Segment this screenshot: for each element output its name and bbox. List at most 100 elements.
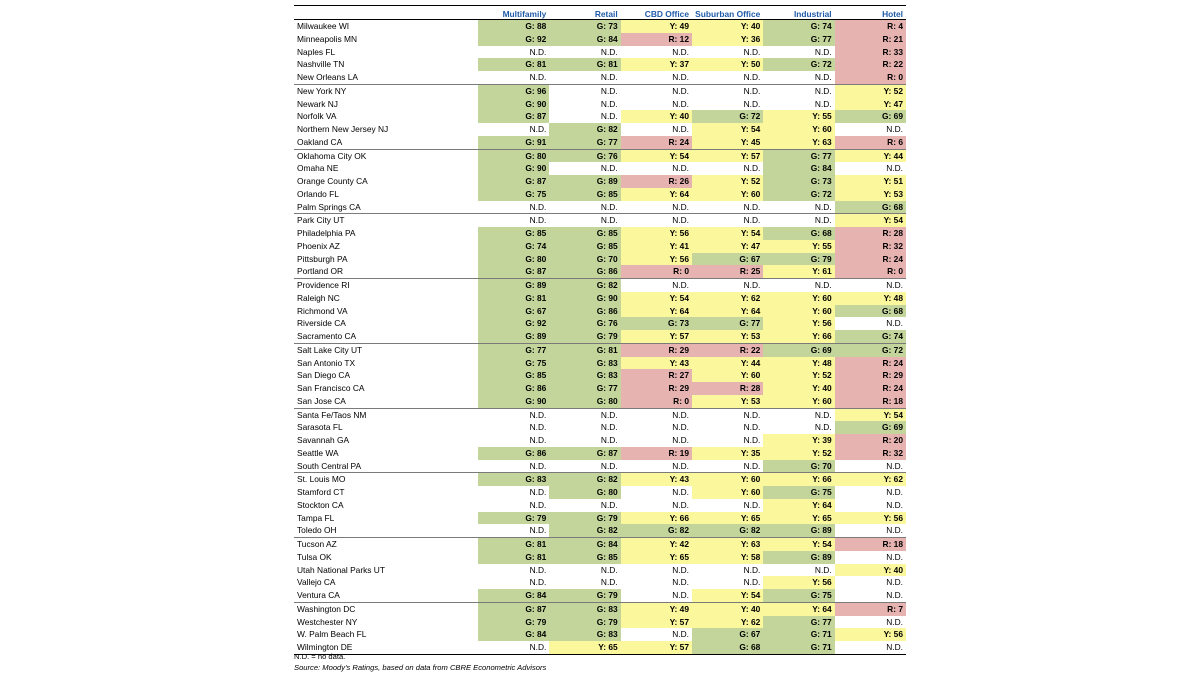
multifamily-score-cell: G: 80 — [478, 148, 550, 163]
industrial-score-cell: N.D. — [814, 72, 832, 82]
multifamily-score-cell: G: 88 — [478, 19, 550, 33]
industrial-score-cell: G: 71 — [763, 641, 835, 655]
hotel-score-cell: N.D. — [886, 551, 903, 562]
suburban-office-score-cell: G: 82 — [691, 524, 764, 538]
hotel-score-cell: G: 68 — [834, 304, 906, 318]
hotel-score-cell: R: 20 — [834, 434, 906, 447]
industrial-score-cell: G: 84 — [763, 162, 835, 175]
cbd-office-score-cell: N.D. — [672, 163, 689, 174]
header-cbd-office: CBD Office — [620, 5, 692, 20]
hotel-score-cell: R: 28 — [834, 227, 906, 240]
cbd-office-score-cell: G: 82 — [620, 524, 692, 538]
table-row: Orange County CA G: 87 G: 89 R: 26 Y: 52 G: 7… — [294, 175, 906, 188]
table-row: Park City UT N.D. N.D. N.D. N.D. N.D. Y: 54 — [294, 213, 906, 227]
hotel-score-cell: Y: 54 — [834, 407, 906, 422]
industrial-score-cell: Y: 60 — [763, 394, 835, 408]
table-row: Raleigh NC G: 81 G: 90 Y: 54 Y: 62 Y: 60 Y: 48 — [294, 291, 906, 305]
retail-score-cell: G: 81 — [549, 342, 621, 357]
suburban-office-score-cell: Y: 47 — [691, 239, 764, 253]
retail-score-cell: G: 83 — [549, 356, 621, 370]
multifamily-score-cell: G: 87 — [478, 110, 550, 123]
retail-score-cell: G: 83 — [549, 369, 621, 382]
city-cell: Washington DC — [294, 601, 478, 616]
multifamily-score-cell: G: 92 — [478, 32, 550, 46]
hotel-score-cell: Y: 51 — [834, 175, 906, 188]
suburban-office-score-cell: N.D. — [743, 422, 761, 433]
multifamily-score-cell: G: 90 — [478, 97, 550, 111]
suburban-office-score-cell: N.D. — [743, 72, 761, 82]
multifamily-score-cell: G: 84 — [478, 589, 550, 603]
multifamily-score-cell: N.D. — [529, 46, 547, 57]
table-row: Palm Springs CA N.D. N.D. N.D. N.D. N.D. G: 68 — [294, 200, 906, 214]
table-row: Orlando FL G: 75 G: 85 Y: 64 Y: 60 G: 72 Y: 53 — [294, 187, 906, 201]
multifamily-score-cell: G: 81 — [478, 291, 550, 305]
city-cell: Sarasota FL — [297, 422, 343, 433]
hotel-score-cell: Y: 47 — [834, 97, 906, 111]
retail-score-cell: N.D. — [600, 46, 618, 57]
hotel-score-cell: R: 21 — [834, 32, 906, 46]
cbd-office-score-cell: R: 26 — [620, 175, 692, 188]
retail-score-cell: N.D. — [600, 577, 618, 588]
retail-score-cell: G: 73 — [549, 19, 621, 33]
multifamily-score-cell: G: 86 — [478, 446, 550, 460]
city-cell: W. Palm Beach FL — [297, 629, 367, 640]
cbd-office-score-cell: N.D. — [672, 201, 689, 212]
table-row: Sarasota FL N.D. N.D. N.D. N.D. N.D. G: 69 — [294, 421, 906, 434]
cbd-office-score-cell: Y: 54 — [620, 291, 692, 305]
retail-score-cell: G: 82 — [549, 123, 621, 136]
suburban-office-score-cell: Y: 35 — [691, 446, 764, 460]
multifamily-score-cell: N.D. — [529, 422, 547, 433]
nd-note: N.D. = no data. — [294, 652, 346, 661]
table-row: San Jose CA G: 90 G: 80 R: 0 Y: 53 Y: 60 R: 18 — [294, 394, 906, 408]
table-row: South Central PA N.D. N.D. N.D. N.D. G: 70 N.D… — [294, 459, 906, 473]
city-cell: Tampa FL — [297, 512, 335, 523]
retail-score-cell: N.D. — [600, 72, 618, 82]
suburban-office-score-cell: G: 67 — [691, 628, 764, 641]
city-cell: Tucson AZ — [294, 536, 478, 551]
suburban-office-score-cell: G: 72 — [691, 110, 764, 123]
retail-score-cell: G: 80 — [549, 394, 621, 408]
hotel-score-cell: G: 68 — [834, 200, 906, 214]
cbd-office-score-cell: R: 19 — [620, 446, 692, 460]
hotel-score-cell: Y: 44 — [834, 148, 906, 163]
hotel-score-cell: G: 72 — [834, 342, 906, 357]
industrial-score-cell: N.D. — [763, 83, 835, 98]
retail-score-cell: N.D. — [600, 201, 618, 212]
suburban-office-score-cell: Y: 40 — [691, 601, 764, 616]
industrial-score-cell: N.D. — [763, 407, 835, 422]
cbd-office-score-cell: G: 73 — [620, 317, 692, 330]
hotel-score-cell: Y: 48 — [834, 291, 906, 305]
cbd-office-score-cell: Y: 49 — [620, 601, 692, 616]
suburban-office-score-cell: Y: 45 — [691, 135, 764, 149]
suburban-office-score-cell: Y: 60 — [691, 369, 764, 382]
city-cell: Salt Lake City UT — [294, 342, 478, 357]
table-body: Milwaukee WI G: 88 G: 73 Y: 49 Y: 40 G: 74 R: … — [294, 19, 906, 655]
suburban-office-score-cell: N.D. — [743, 499, 761, 510]
industrial-score-cell: N.D. — [814, 201, 832, 212]
multifamily-score-cell: G: 90 — [478, 394, 550, 408]
city-cell: South Central PA — [297, 460, 362, 471]
table-row: Pittsburgh PA G: 80 G: 70 Y: 56 G: 67 G: 79 R:… — [294, 252, 906, 266]
industrial-score-cell: Y: 60 — [763, 304, 835, 318]
cbd-office-score-cell: R: 24 — [620, 135, 692, 149]
table-row: Norfolk VA G: 87 N.D. Y: 40 G: 72 Y: 55 G: 69 — [294, 110, 906, 123]
retail-score-cell: N.D. — [600, 422, 618, 433]
cbd-office-score-cell: Y: 64 — [620, 187, 692, 201]
multifamily-score-cell: N.D. — [529, 525, 547, 536]
suburban-office-score-cell: Y: 52 — [691, 175, 764, 188]
retail-score-cell: N.D. — [600, 98, 618, 109]
industrial-score-cell: Y: 48 — [763, 356, 835, 370]
hotel-score-cell: R: 7 — [834, 601, 906, 616]
multifamily-score-cell: N.D. — [529, 201, 547, 212]
multifamily-score-cell: G: 86 — [478, 382, 550, 395]
multifamily-score-cell: G: 89 — [478, 330, 550, 344]
industrial-score-cell: Y: 40 — [763, 382, 835, 395]
multifamily-score-cell: G: 74 — [478, 239, 550, 253]
multifamily-score-cell: N.D. — [529, 72, 547, 82]
hotel-score-cell: R: 18 — [834, 394, 906, 408]
table-row: Northern New Jersey NJ N.D. G: 82 N.D. Y: 54… — [294, 123, 906, 136]
city-cell: Philadelphia PA — [297, 228, 356, 238]
table-row: Toledo OH N.D. G: 82 G: 82 G: 82 G: 89 N.D. — [294, 524, 906, 538]
industrial-score-cell: G: 73 — [763, 175, 835, 188]
industrial-score-cell: Y: 52 — [763, 369, 835, 382]
